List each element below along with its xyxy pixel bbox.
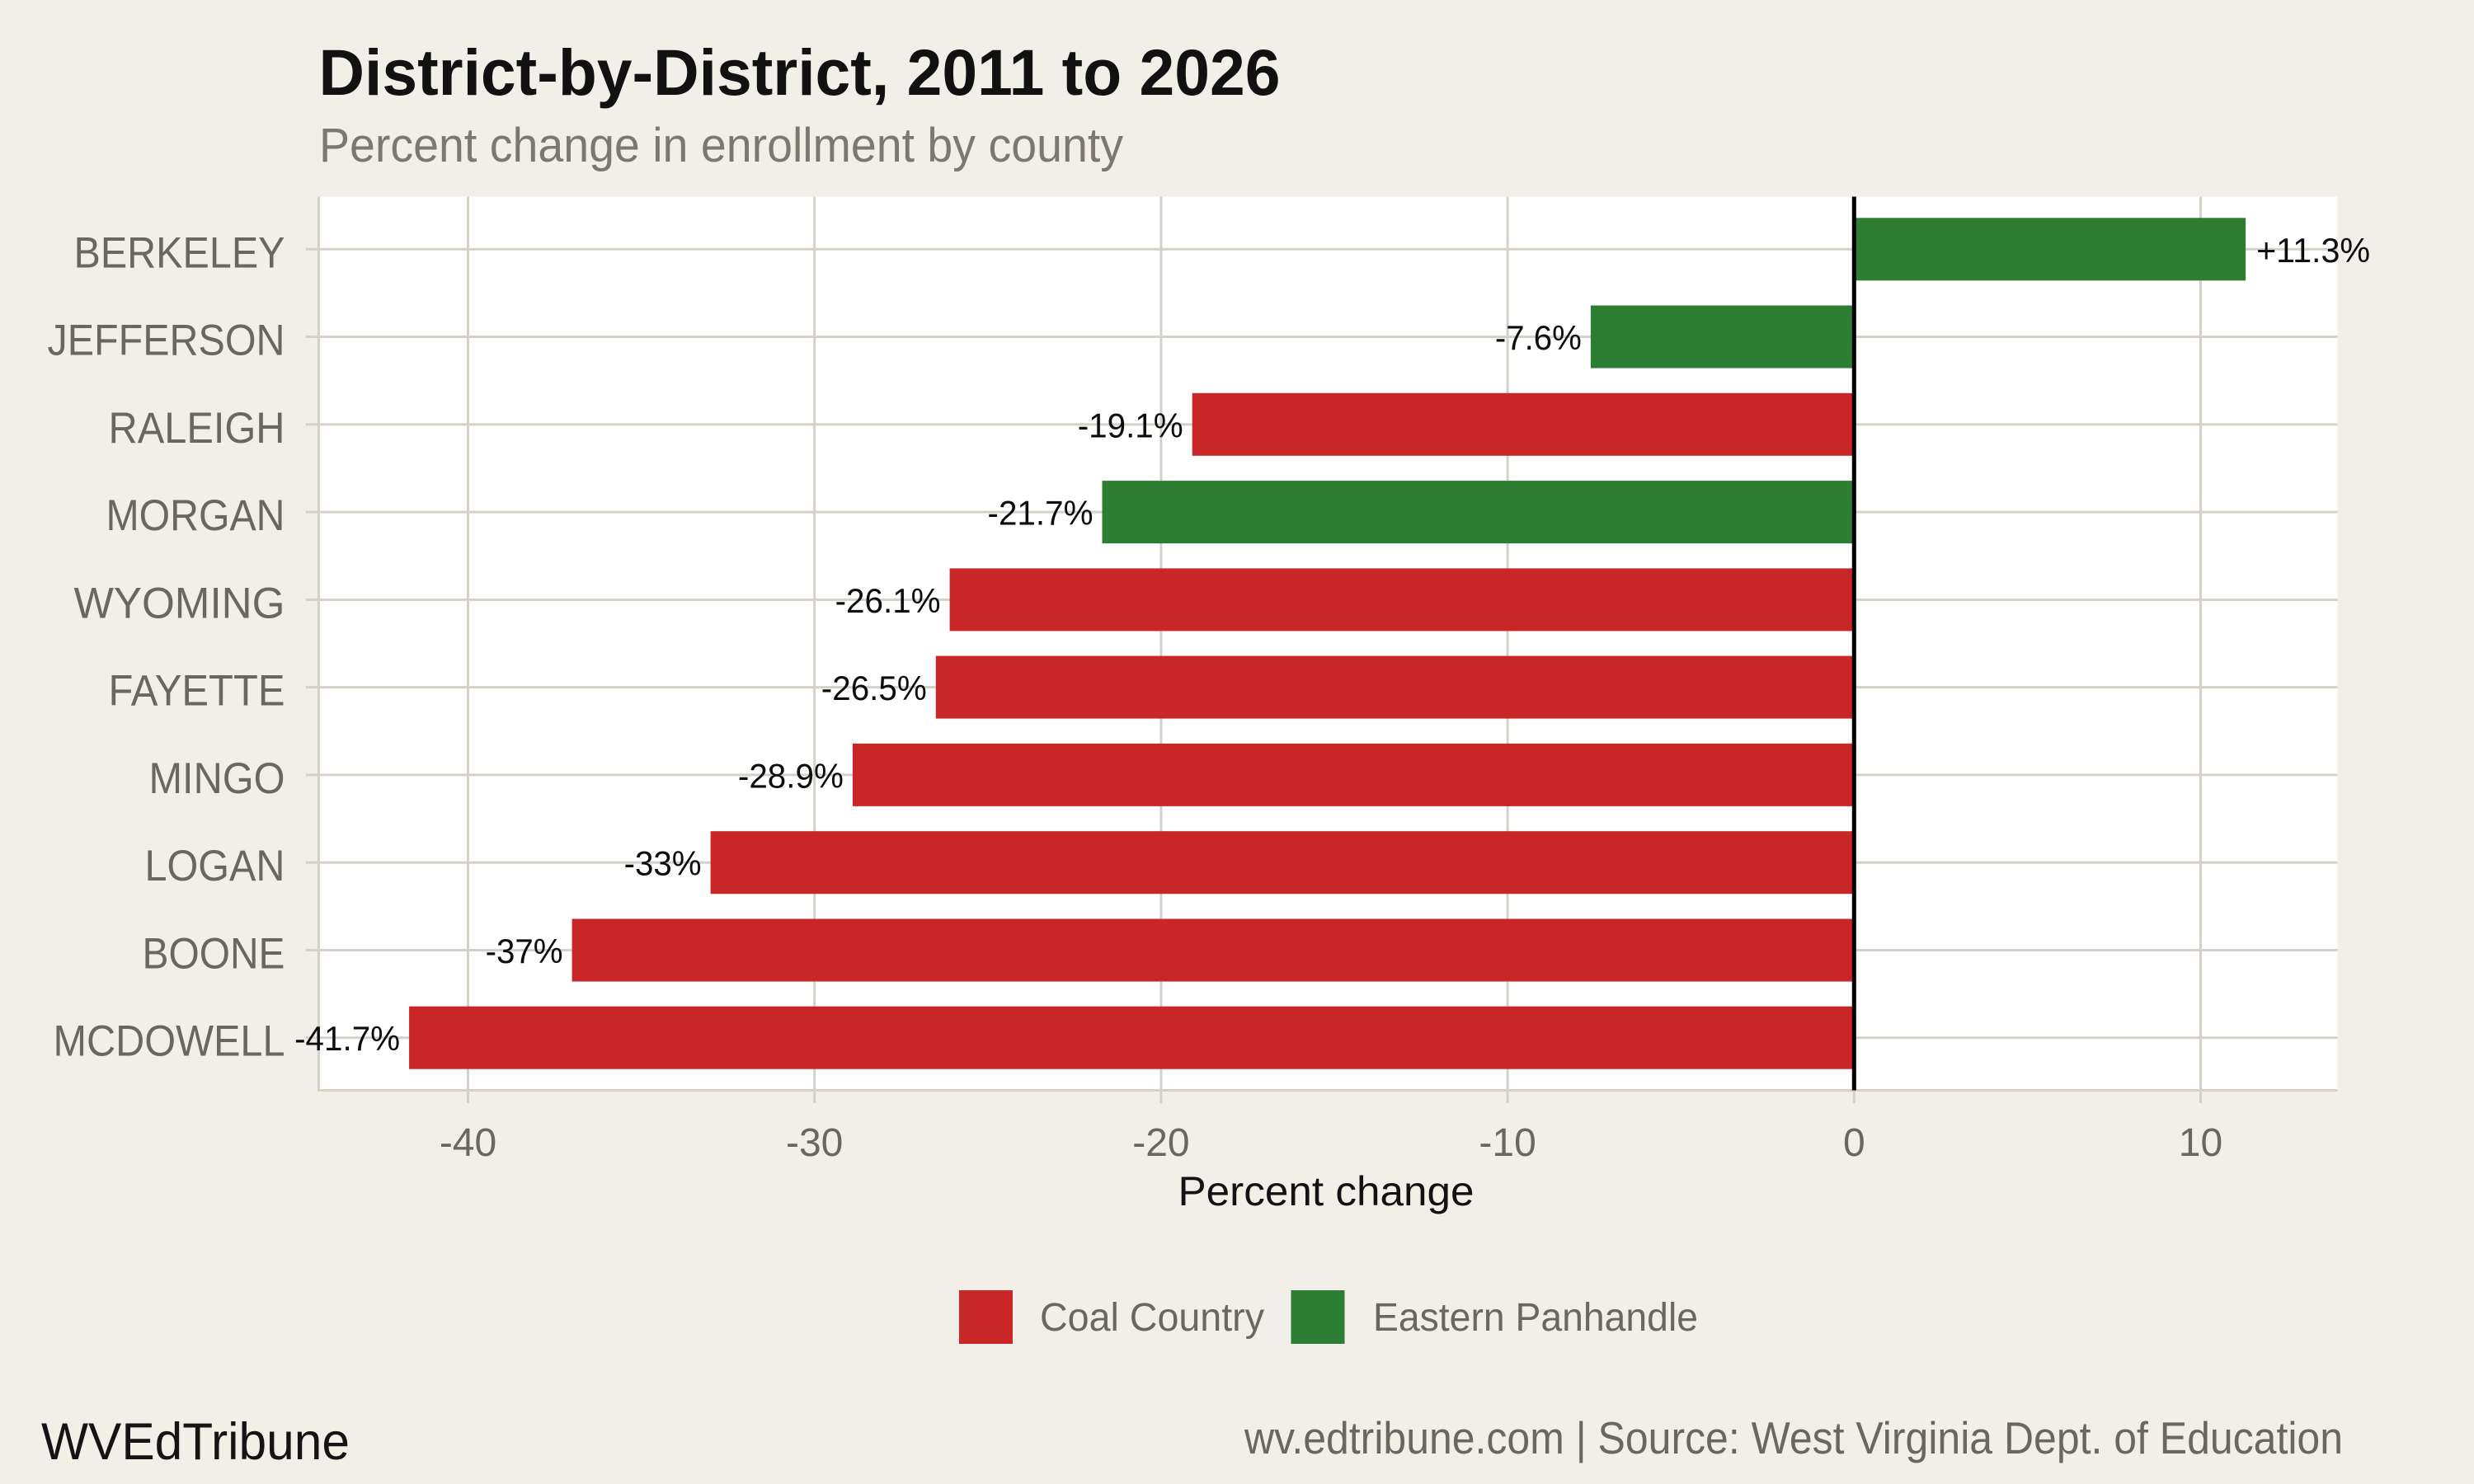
svg-text:WVEdTribune: WVEdTribune <box>41 1413 350 1471</box>
svg-text:-7.6%: -7.6% <box>1495 318 1582 357</box>
svg-text:-41.7%: -41.7% <box>294 1019 400 1058</box>
svg-text:FAYETTE: FAYETTE <box>109 667 285 716</box>
svg-text:-26.5%: -26.5% <box>821 669 927 707</box>
svg-text:Percent change: Percent change <box>1178 1167 1475 1214</box>
svg-text:BERKELEY: BERKELEY <box>74 228 285 277</box>
svg-text:MCDOWELL: MCDOWELL <box>54 1017 285 1066</box>
svg-text:-19.1%: -19.1% <box>1078 406 1183 444</box>
svg-text:JEFFERSON: JEFFERSON <box>48 317 285 365</box>
svg-text:RALEIGH: RALEIGH <box>109 404 285 453</box>
svg-text:0: 0 <box>1843 1121 1865 1165</box>
svg-text:-21.7%: -21.7% <box>988 494 1094 533</box>
svg-text:Coal Country: Coal Country <box>1040 1296 1264 1340</box>
svg-text:-33%: -33% <box>624 844 702 883</box>
svg-text:MINGO: MINGO <box>149 754 285 803</box>
svg-text:-28.9%: -28.9% <box>738 756 844 795</box>
svg-text:BOONE: BOONE <box>143 930 285 979</box>
svg-text:10: 10 <box>2179 1121 2222 1165</box>
svg-text:-26.1%: -26.1% <box>835 581 941 620</box>
svg-text:-10: -10 <box>1479 1121 1536 1165</box>
svg-text:LOGAN: LOGAN <box>145 842 285 890</box>
svg-text:-37%: -37% <box>486 932 563 970</box>
svg-text:-30: -30 <box>786 1121 843 1165</box>
svg-text:wv.edtribune.com | Source: Wes: wv.edtribune.com | Source: West Virginia… <box>1244 1412 2343 1463</box>
svg-text:MORGAN: MORGAN <box>106 491 285 540</box>
svg-text:District-by-District, 2011 to: District-by-District, 2011 to 2026 <box>319 35 1281 109</box>
svg-text:+11.3%: +11.3% <box>2256 231 2370 270</box>
svg-text:-40: -40 <box>440 1121 496 1165</box>
svg-text:-20: -20 <box>1132 1121 1189 1165</box>
svg-text:Percent change in enrollment b: Percent change in enrollment by county <box>319 119 1123 172</box>
svg-text:Eastern Panhandle: Eastern Panhandle <box>1373 1296 1698 1340</box>
svg-text:WYOMING: WYOMING <box>74 579 285 627</box>
